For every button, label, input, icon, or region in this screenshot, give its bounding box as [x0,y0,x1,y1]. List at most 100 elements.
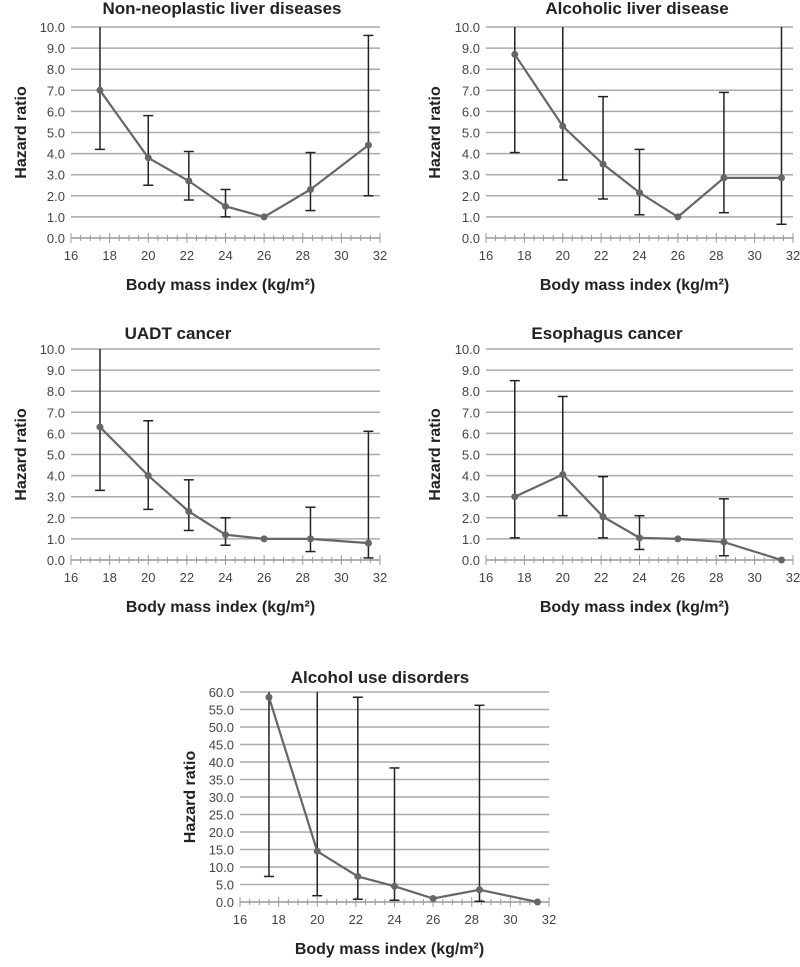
y-tick-label: 5.0 [47,126,65,141]
data-point [265,693,273,701]
data-point [636,189,643,197]
x-tick-label: 22 [180,570,194,585]
data-point [185,507,193,515]
y-tick-label: 10.0 [455,342,480,357]
data-point [144,154,152,162]
data-point [96,86,104,94]
x-tick-label: 28 [296,248,310,263]
y-tick-label: 6.0 [47,104,65,119]
data-point [364,539,372,547]
x-tick-label: 18 [102,570,116,585]
x-tick-label: 28 [465,912,479,927]
y-tick-label: 10.0 [40,20,65,35]
data-point [674,213,682,221]
y-tick-label: 6.0 [462,426,480,441]
y-tick-label: 30.0 [209,790,234,805]
x-tick-label: 30 [747,248,761,263]
y-tick-label: 3.0 [47,168,65,183]
y-tick-label: 7.0 [47,83,65,98]
chart-title: Non-neoplastic liver diseases [102,0,341,18]
chart-title: Alcoholic liver disease [545,0,728,18]
x-tick-label: 18 [102,248,116,263]
y-tick-label: 8.0 [462,62,480,77]
x-tick-label: 24 [218,248,232,263]
x-tick-label: 16 [233,912,247,927]
x-tick-label: 32 [786,570,800,585]
chart-title: Esophagus cancer [531,324,683,343]
y-tick-label: 4.0 [462,469,480,484]
y-tick-label: 2.0 [47,189,65,204]
x-tick-label: 26 [671,248,685,263]
y-tick-label: 0.0 [47,231,65,246]
data-point [777,174,785,182]
x-tick-label: 30 [334,248,348,263]
chart-panel: Esophagus cancer 0.0 1.0 2.0 3.0 4.0 5.0 6.0 7.0… [427,324,800,616]
data-point [720,174,728,182]
y-tick-label: 9.0 [47,41,65,56]
x-tick-label: 26 [257,570,271,585]
y-tick-label: 5.0 [216,878,234,893]
x-tick-label: 20 [141,570,155,585]
x-tick-label: 28 [709,570,723,585]
data-point [599,513,607,521]
y-tick-label: 5.0 [462,448,480,463]
y-tick-label: 10.0 [40,342,65,357]
y-tick-label: 0.0 [462,553,480,568]
x-axis-title: Body mass index (kg/m²) [126,277,315,294]
data-point [222,202,229,210]
x-tick-label: 16 [479,570,493,585]
x-tick-label: 28 [709,248,723,263]
y-tick-label: 7.0 [462,83,480,98]
data-point [313,847,321,855]
y-tick-label: 5.0 [47,448,65,463]
series-line [99,426,369,545]
y-tick-label: 7.0 [462,405,480,420]
y-tick-label: 10.0 [209,860,234,875]
y-tick-label: 3.0 [462,168,480,183]
data-point [185,177,193,185]
y-tick-label: 1.0 [47,210,65,225]
x-axis-title: Body mass index (kg/m²) [540,599,729,616]
x-axis-title: Body mass index (kg/m²) [126,599,315,616]
series-line [513,53,782,219]
x-tick-label: 20 [310,912,324,927]
x-tick-label: 32 [786,248,800,263]
x-tick-label: 32 [542,912,556,927]
y-axis-title: Hazard ratio [427,86,444,179]
x-tick-label: 26 [671,570,685,585]
x-tick-label: 30 [503,912,517,927]
y-tick-label: 6.0 [462,104,480,119]
data-point [260,213,268,221]
x-tick-label: 28 [296,570,310,585]
x-tick-label: 22 [180,248,194,263]
x-tick-label: 20 [556,248,570,263]
y-axis-title: Hazard ratio [13,86,30,179]
x-tick-label: 24 [218,570,232,585]
x-tick-label: 22 [349,912,363,927]
x-tick-label: 16 [64,570,78,585]
y-tick-label: 40.0 [209,755,234,770]
data-point [144,472,152,480]
y-tick-label: 7.0 [47,405,65,420]
x-tick-label: 20 [556,570,570,585]
y-tick-label: 8.0 [462,384,480,399]
series-line [267,696,538,904]
x-tick-label: 22 [594,570,608,585]
y-tick-label: 55.0 [209,703,234,718]
chart-panel: Non-neoplastic liver diseases 0.0 1.0 2.0 3.… [13,0,387,294]
x-tick-label: 18 [517,570,531,585]
y-axis-title: Hazard ratio [182,751,199,844]
y-tick-label: 9.0 [462,41,480,56]
y-tick-label: 9.0 [47,363,65,378]
y-tick-label: 6.0 [47,426,65,441]
chart-title: UADT cancer [125,324,232,343]
data-point [533,898,541,906]
y-tick-label: 60.0 [209,685,234,700]
x-tick-label: 16 [64,248,78,263]
x-tick-label: 32 [373,248,387,263]
x-tick-label: 26 [426,912,440,927]
y-tick-label: 3.0 [462,490,480,505]
y-axis-title: Hazard ratio [427,408,444,501]
data-point [306,185,314,193]
chart-panel: UADT cancer 0.0 1.0 2.0 3.0 4.0 5.0 6.0 7.0 8.0 9.… [13,324,387,616]
